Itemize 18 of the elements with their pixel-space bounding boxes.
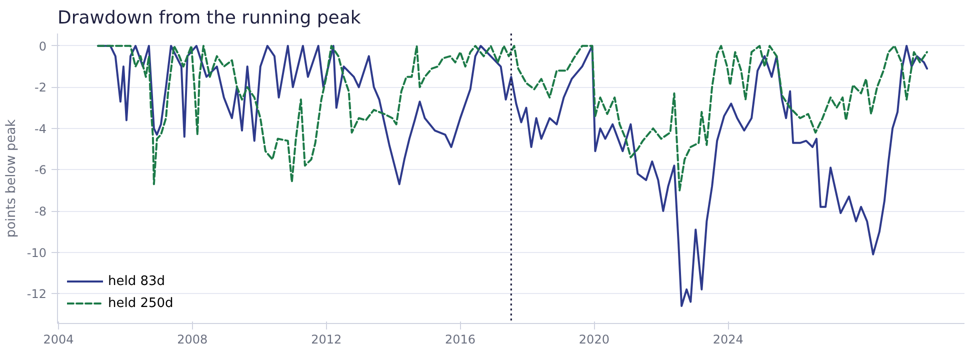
x-tick-label: 2008 — [177, 332, 208, 346]
x-tick-label: 2004 — [43, 332, 74, 346]
y-tick-label: -2 — [34, 80, 47, 95]
legend-label: held 250d — [108, 296, 174, 310]
y-tick-label: -8 — [34, 204, 47, 219]
y-tick-label: -10 — [26, 246, 47, 260]
y-axis-title: points below peak — [4, 118, 19, 238]
y-tick-label: -12 — [26, 287, 47, 302]
y-tick-label: -6 — [34, 163, 47, 178]
x-tick-label: 2020 — [578, 332, 610, 346]
y-tick-label: 0 — [38, 39, 47, 54]
x-tick-label: 2012 — [311, 332, 342, 346]
y-tick-label: -4 — [34, 122, 47, 136]
x-tick-label: 2024 — [712, 332, 744, 346]
x-tick-label: 2016 — [445, 332, 476, 346]
line-series — [97, 44, 928, 192]
chart-title: Drawdown from the running peak — [58, 8, 362, 28]
legend-label: held 83d — [108, 274, 166, 288]
